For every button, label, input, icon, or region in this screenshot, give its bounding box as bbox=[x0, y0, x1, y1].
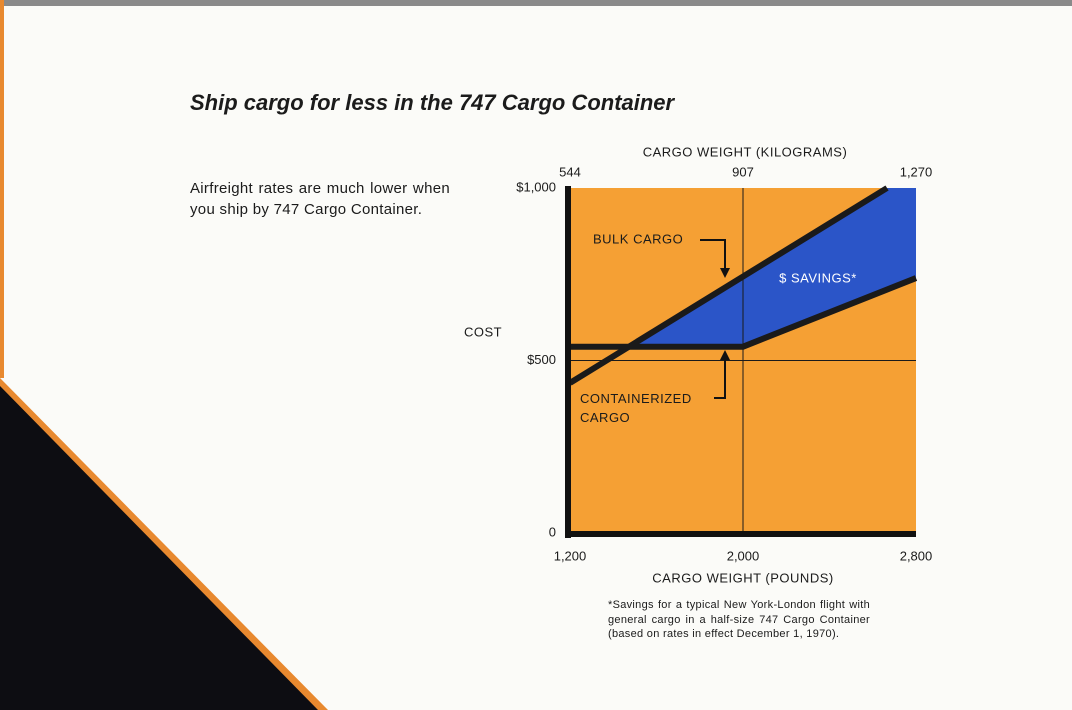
bulk-arrow bbox=[700, 239, 726, 272]
x-tick-label: 2,800 bbox=[900, 548, 933, 563]
y-tick-label: $500 bbox=[527, 352, 556, 367]
x-tick-label: 1,200 bbox=[554, 548, 587, 563]
cont-arrow bbox=[714, 356, 726, 399]
y-tick-label: 0 bbox=[549, 524, 556, 539]
y-tick-label: $1,000 bbox=[516, 179, 556, 194]
page-side bbox=[0, 0, 4, 378]
x-tick-label: 2,000 bbox=[727, 548, 760, 563]
title: Ship cargo for less in the 747 Cargo Con… bbox=[190, 90, 676, 115]
x2-tick-label: 544 bbox=[559, 164, 581, 179]
page-edge bbox=[0, 0, 1072, 6]
page-corner bbox=[0, 386, 318, 710]
series-line bbox=[570, 275, 918, 350]
bulk-label: BULK CARGO bbox=[593, 231, 683, 246]
x-axis-line bbox=[565, 531, 916, 537]
description: Airfreight rates are much lower when you… bbox=[190, 180, 450, 218]
plot bbox=[568, 185, 918, 533]
y-axis-title: COST bbox=[464, 324, 502, 339]
series-line bbox=[568, 185, 889, 386]
cont-arrowhead bbox=[720, 350, 730, 360]
savings-label: $ SAVINGS* bbox=[779, 270, 857, 285]
bulk-arrowhead bbox=[720, 268, 730, 278]
footnote: *Savings for a typical New York-London f… bbox=[608, 599, 870, 640]
y-axis-line bbox=[565, 186, 571, 538]
x-axis-title: CARGO WEIGHT (POUNDS) bbox=[652, 570, 833, 585]
x2-tick-label: 1,270 bbox=[900, 164, 933, 179]
x2-axis-title: CARGO WEIGHT (KILOGRAMS) bbox=[643, 144, 848, 159]
x2-tick-label: 907 bbox=[732, 164, 754, 179]
savings-area bbox=[629, 188, 916, 347]
containerized-label: CONTAINERIZED CARGO bbox=[580, 391, 692, 425]
